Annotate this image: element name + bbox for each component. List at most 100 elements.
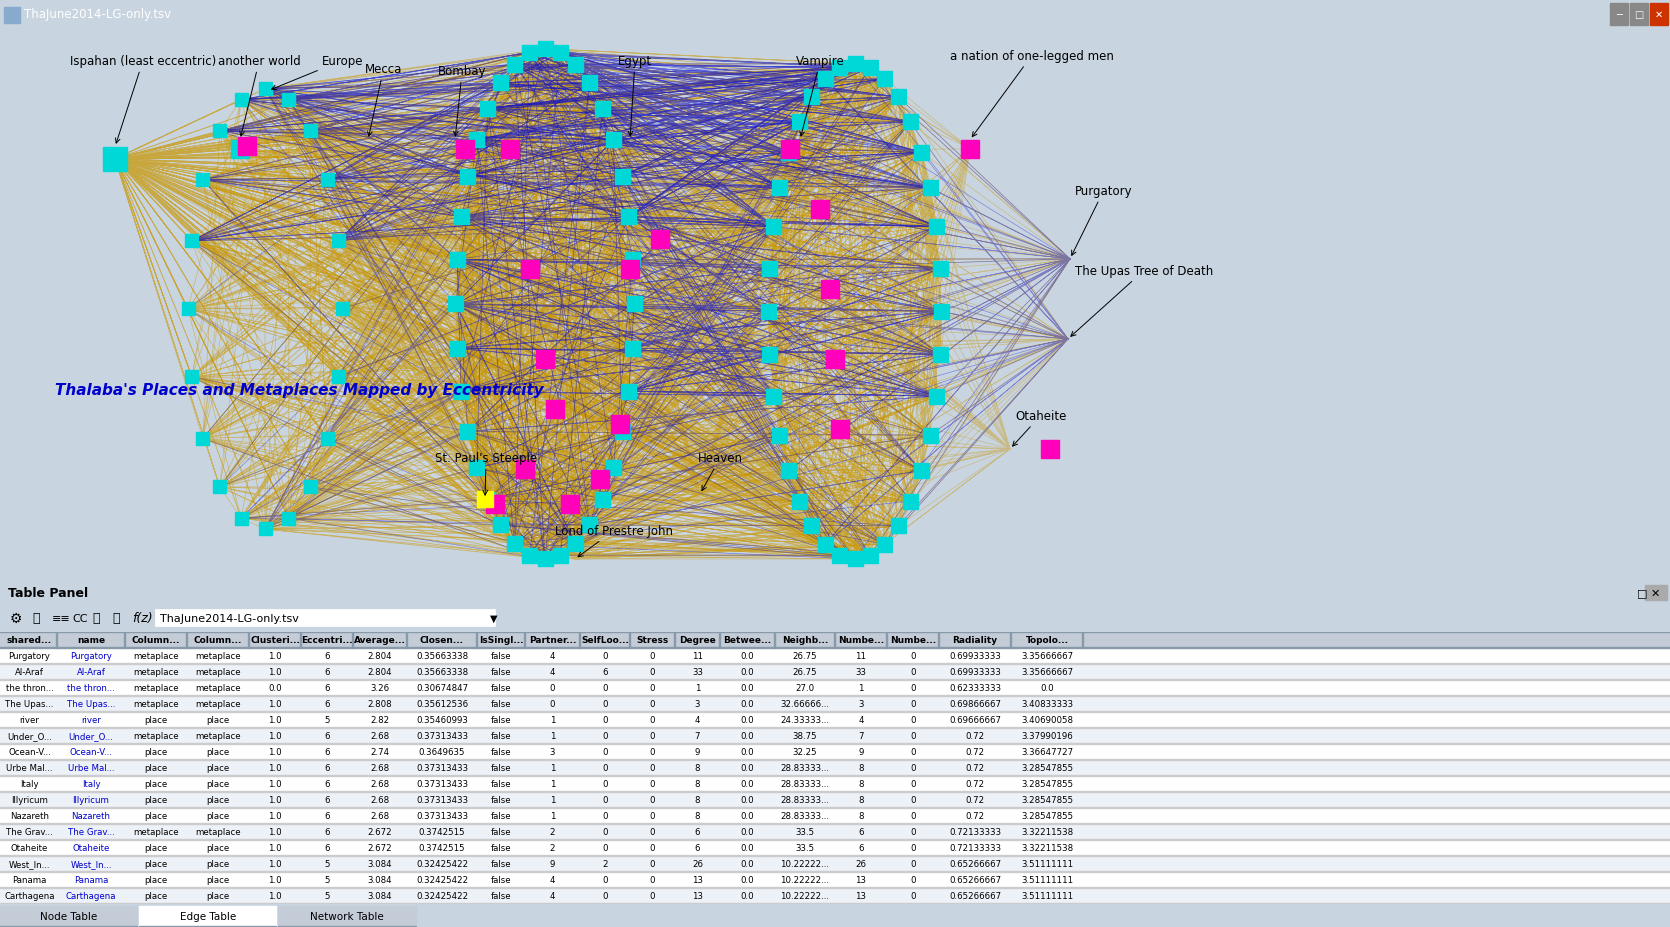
Text: false: false (491, 652, 511, 661)
Bar (773, 428, 788, 443)
Bar (568, 537, 583, 552)
Text: 0.0: 0.0 (741, 652, 755, 661)
Text: 8: 8 (858, 780, 863, 789)
Bar (922, 428, 937, 443)
Text: 0: 0 (603, 764, 608, 772)
Text: Urbe Mal...: Urbe Mal... (7, 764, 53, 772)
Bar (625, 253, 640, 268)
Text: 0: 0 (650, 828, 655, 836)
Text: Otaheite: Otaheite (1012, 410, 1067, 447)
Text: metaplace: metaplace (195, 731, 240, 741)
Text: 1.0: 1.0 (269, 795, 282, 805)
Bar (508, 57, 523, 72)
Bar (621, 210, 636, 225)
Bar (0, 696, 1670, 712)
Text: Topolo...: Topolo... (1025, 636, 1069, 644)
Text: a nation of one-legged men: a nation of one-legged men (950, 50, 1114, 137)
Text: 13: 13 (691, 892, 703, 900)
Text: 2.74: 2.74 (371, 747, 389, 756)
Text: Mecca: Mecca (366, 63, 402, 137)
Text: 0.0: 0.0 (741, 828, 755, 836)
Bar (448, 297, 463, 312)
Bar (1040, 440, 1059, 459)
Text: 6: 6 (695, 844, 700, 853)
Bar (523, 46, 538, 61)
Bar (934, 348, 949, 362)
Bar (454, 210, 469, 225)
Text: 3.35666667: 3.35666667 (1020, 652, 1074, 661)
Text: 0: 0 (910, 716, 915, 725)
Text: 0: 0 (603, 844, 608, 853)
Bar (481, 102, 494, 117)
Bar (877, 72, 892, 87)
Text: 0.32425422: 0.32425422 (416, 892, 468, 900)
Text: 5: 5 (324, 892, 329, 900)
Text: Carthagena: Carthagena (5, 892, 55, 900)
Text: 26: 26 (855, 859, 867, 869)
Bar (0, 926, 137, 927)
Text: another world: another world (219, 55, 301, 137)
Text: Degree: Degree (680, 636, 716, 644)
Bar (553, 548, 568, 563)
Text: Otaheite: Otaheite (72, 844, 110, 853)
Text: 0: 0 (910, 652, 915, 661)
Text: 2.672: 2.672 (367, 828, 392, 836)
Bar (862, 548, 877, 563)
Bar (279, 926, 416, 927)
Bar (929, 220, 944, 235)
Bar (832, 548, 847, 563)
Text: 0: 0 (650, 731, 655, 741)
Text: place: place (207, 844, 230, 853)
Bar (332, 235, 344, 248)
Text: 3.084: 3.084 (367, 859, 392, 869)
Bar (304, 125, 317, 138)
Text: 🗑: 🗑 (92, 612, 100, 625)
Text: 0.69866667: 0.69866667 (949, 700, 1000, 708)
Bar (913, 146, 929, 160)
Text: Purgatory: Purgatory (8, 652, 50, 661)
Text: 1: 1 (549, 795, 554, 805)
Text: 8: 8 (695, 795, 700, 805)
Text: 0: 0 (910, 667, 915, 677)
Bar (230, 141, 249, 159)
Text: Edge Table: Edge Table (180, 911, 235, 921)
Bar (546, 400, 564, 418)
Text: 0.0: 0.0 (741, 731, 755, 741)
Bar (0, 680, 1670, 696)
Bar (615, 170, 630, 184)
Bar (321, 173, 334, 186)
Bar (625, 341, 640, 356)
Bar (521, 260, 539, 278)
Text: 5: 5 (324, 859, 329, 869)
Bar (583, 76, 598, 91)
Bar (235, 512, 247, 525)
Text: 0: 0 (650, 747, 655, 756)
Text: 0: 0 (603, 828, 608, 836)
Bar (595, 492, 610, 507)
Bar (493, 518, 508, 533)
Text: 0: 0 (650, 811, 655, 820)
Text: 0.35663338: 0.35663338 (416, 652, 468, 661)
Text: 8: 8 (858, 764, 863, 772)
Bar (155, 609, 494, 627)
Bar (903, 115, 918, 130)
Text: 9: 9 (858, 747, 863, 756)
Bar (847, 57, 862, 72)
Text: 0.72: 0.72 (965, 795, 985, 805)
Text: metaplace: metaplace (195, 683, 240, 692)
Text: 33: 33 (691, 667, 703, 677)
Text: 9: 9 (695, 747, 700, 756)
Text: river: river (20, 716, 40, 725)
Text: 0: 0 (603, 747, 608, 756)
Text: ▼: ▼ (489, 614, 498, 623)
Text: 0.72: 0.72 (965, 780, 985, 789)
Bar (332, 371, 344, 384)
Text: 7: 7 (695, 731, 700, 741)
Text: 0.0: 0.0 (741, 892, 755, 900)
Text: false: false (491, 683, 511, 692)
Text: 1: 1 (858, 683, 863, 692)
Text: metaplace: metaplace (134, 667, 179, 677)
Text: Neighb...: Neighb... (782, 636, 828, 644)
Text: 3.36647727: 3.36647727 (1020, 747, 1074, 756)
Text: West_In...: West_In... (70, 859, 112, 869)
